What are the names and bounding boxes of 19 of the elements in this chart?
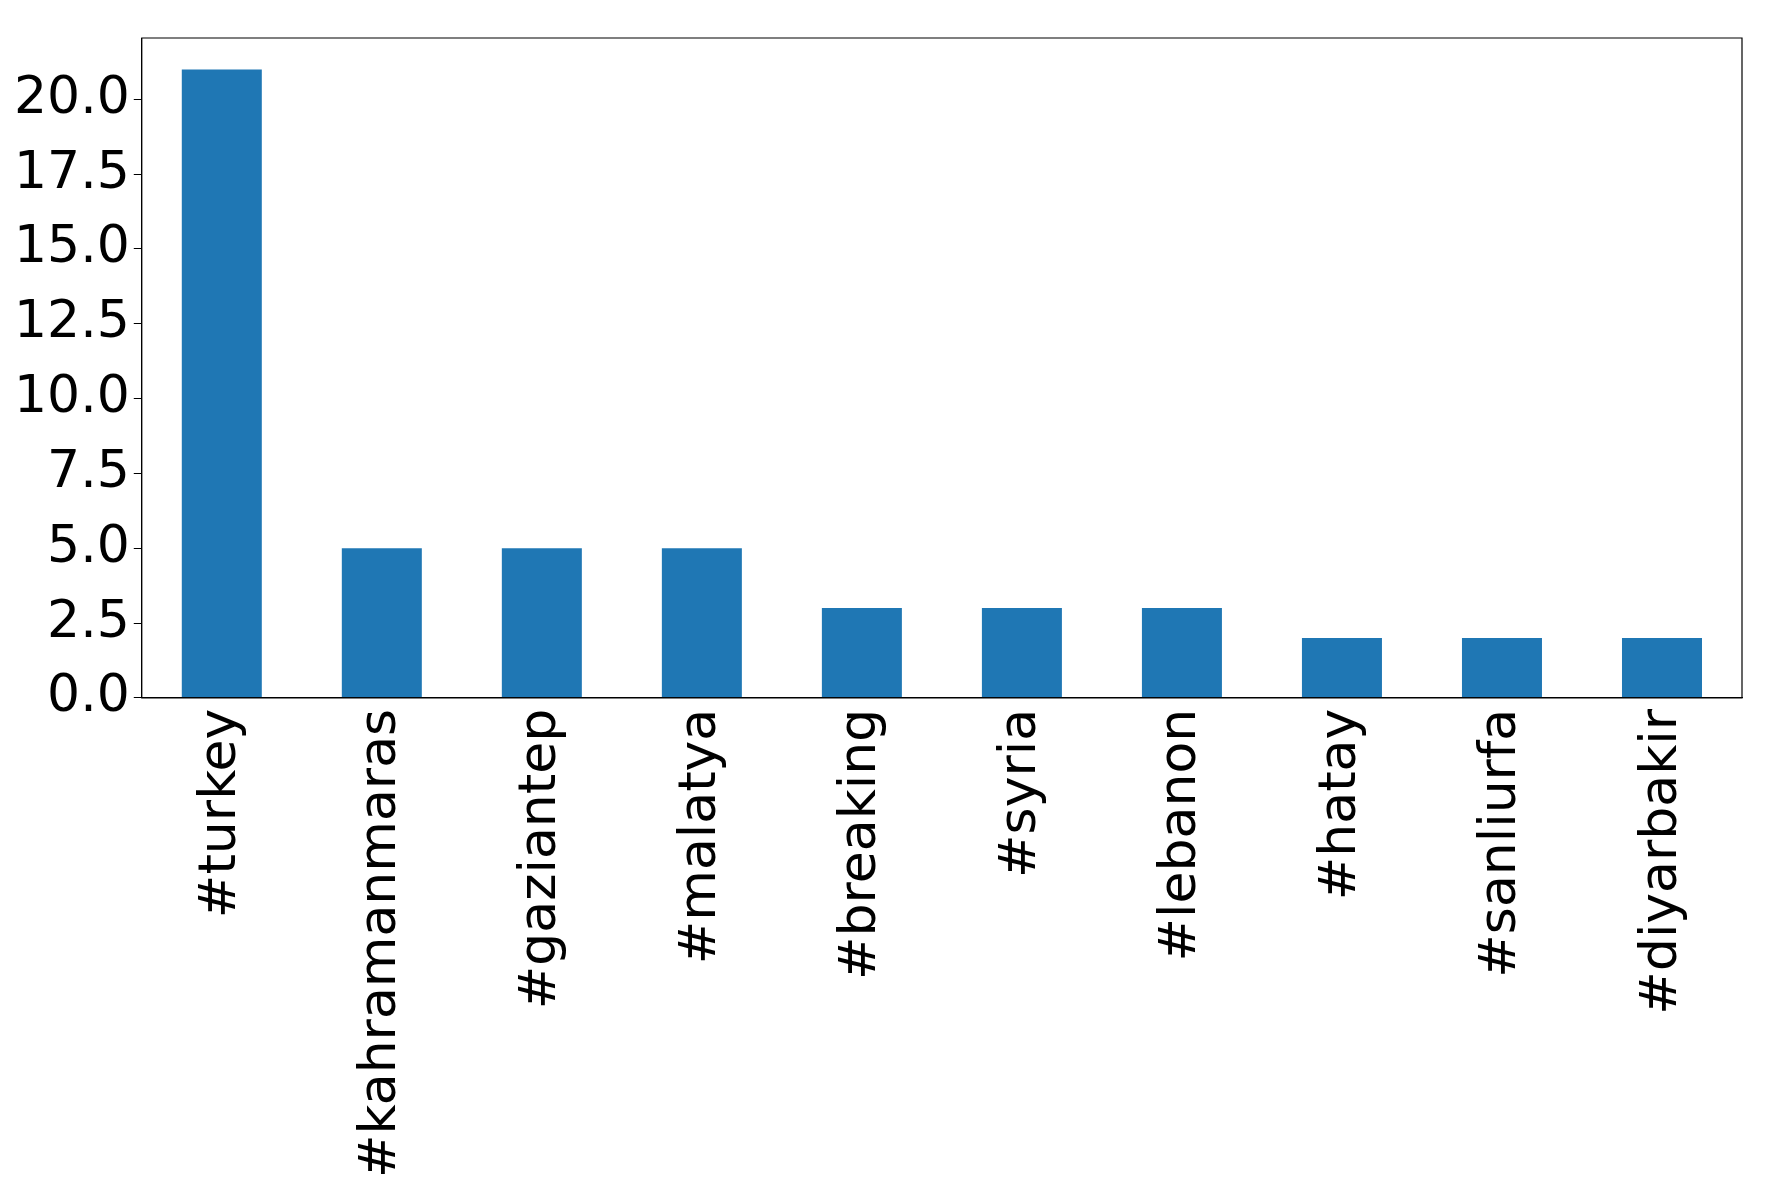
y-tick-label: 5.0: [47, 513, 130, 574]
x-tick-label: #lebanon: [1147, 708, 1208, 962]
x-tick-label: #syria: [987, 708, 1048, 878]
y-tick-label: 20.0: [14, 64, 130, 125]
y-tick-label: 7.5: [47, 438, 130, 499]
y-tick-label: 15.0: [14, 214, 130, 275]
x-tick-label: #malatya: [667, 708, 728, 965]
y-tick-label: 0.0: [47, 663, 130, 724]
x-tick-label: #hatay: [1307, 708, 1368, 901]
x-tick-label: #turkey: [187, 708, 248, 919]
y-tick-label: 10.0: [14, 364, 130, 425]
x-tick-label: #breaking: [827, 708, 888, 981]
x-tick-label: #sanliurfa: [1467, 708, 1528, 978]
y-tick-label: 12.5: [14, 289, 130, 350]
y-tick-label: 17.5: [14, 139, 130, 200]
x-tick-label: #gaziantep: [507, 708, 568, 1010]
x-tick-label: #kahramanmaras: [347, 708, 408, 1178]
x-tick-label: #diyarbakir: [1627, 708, 1688, 1015]
y-tick-label: 2.5: [47, 588, 130, 649]
